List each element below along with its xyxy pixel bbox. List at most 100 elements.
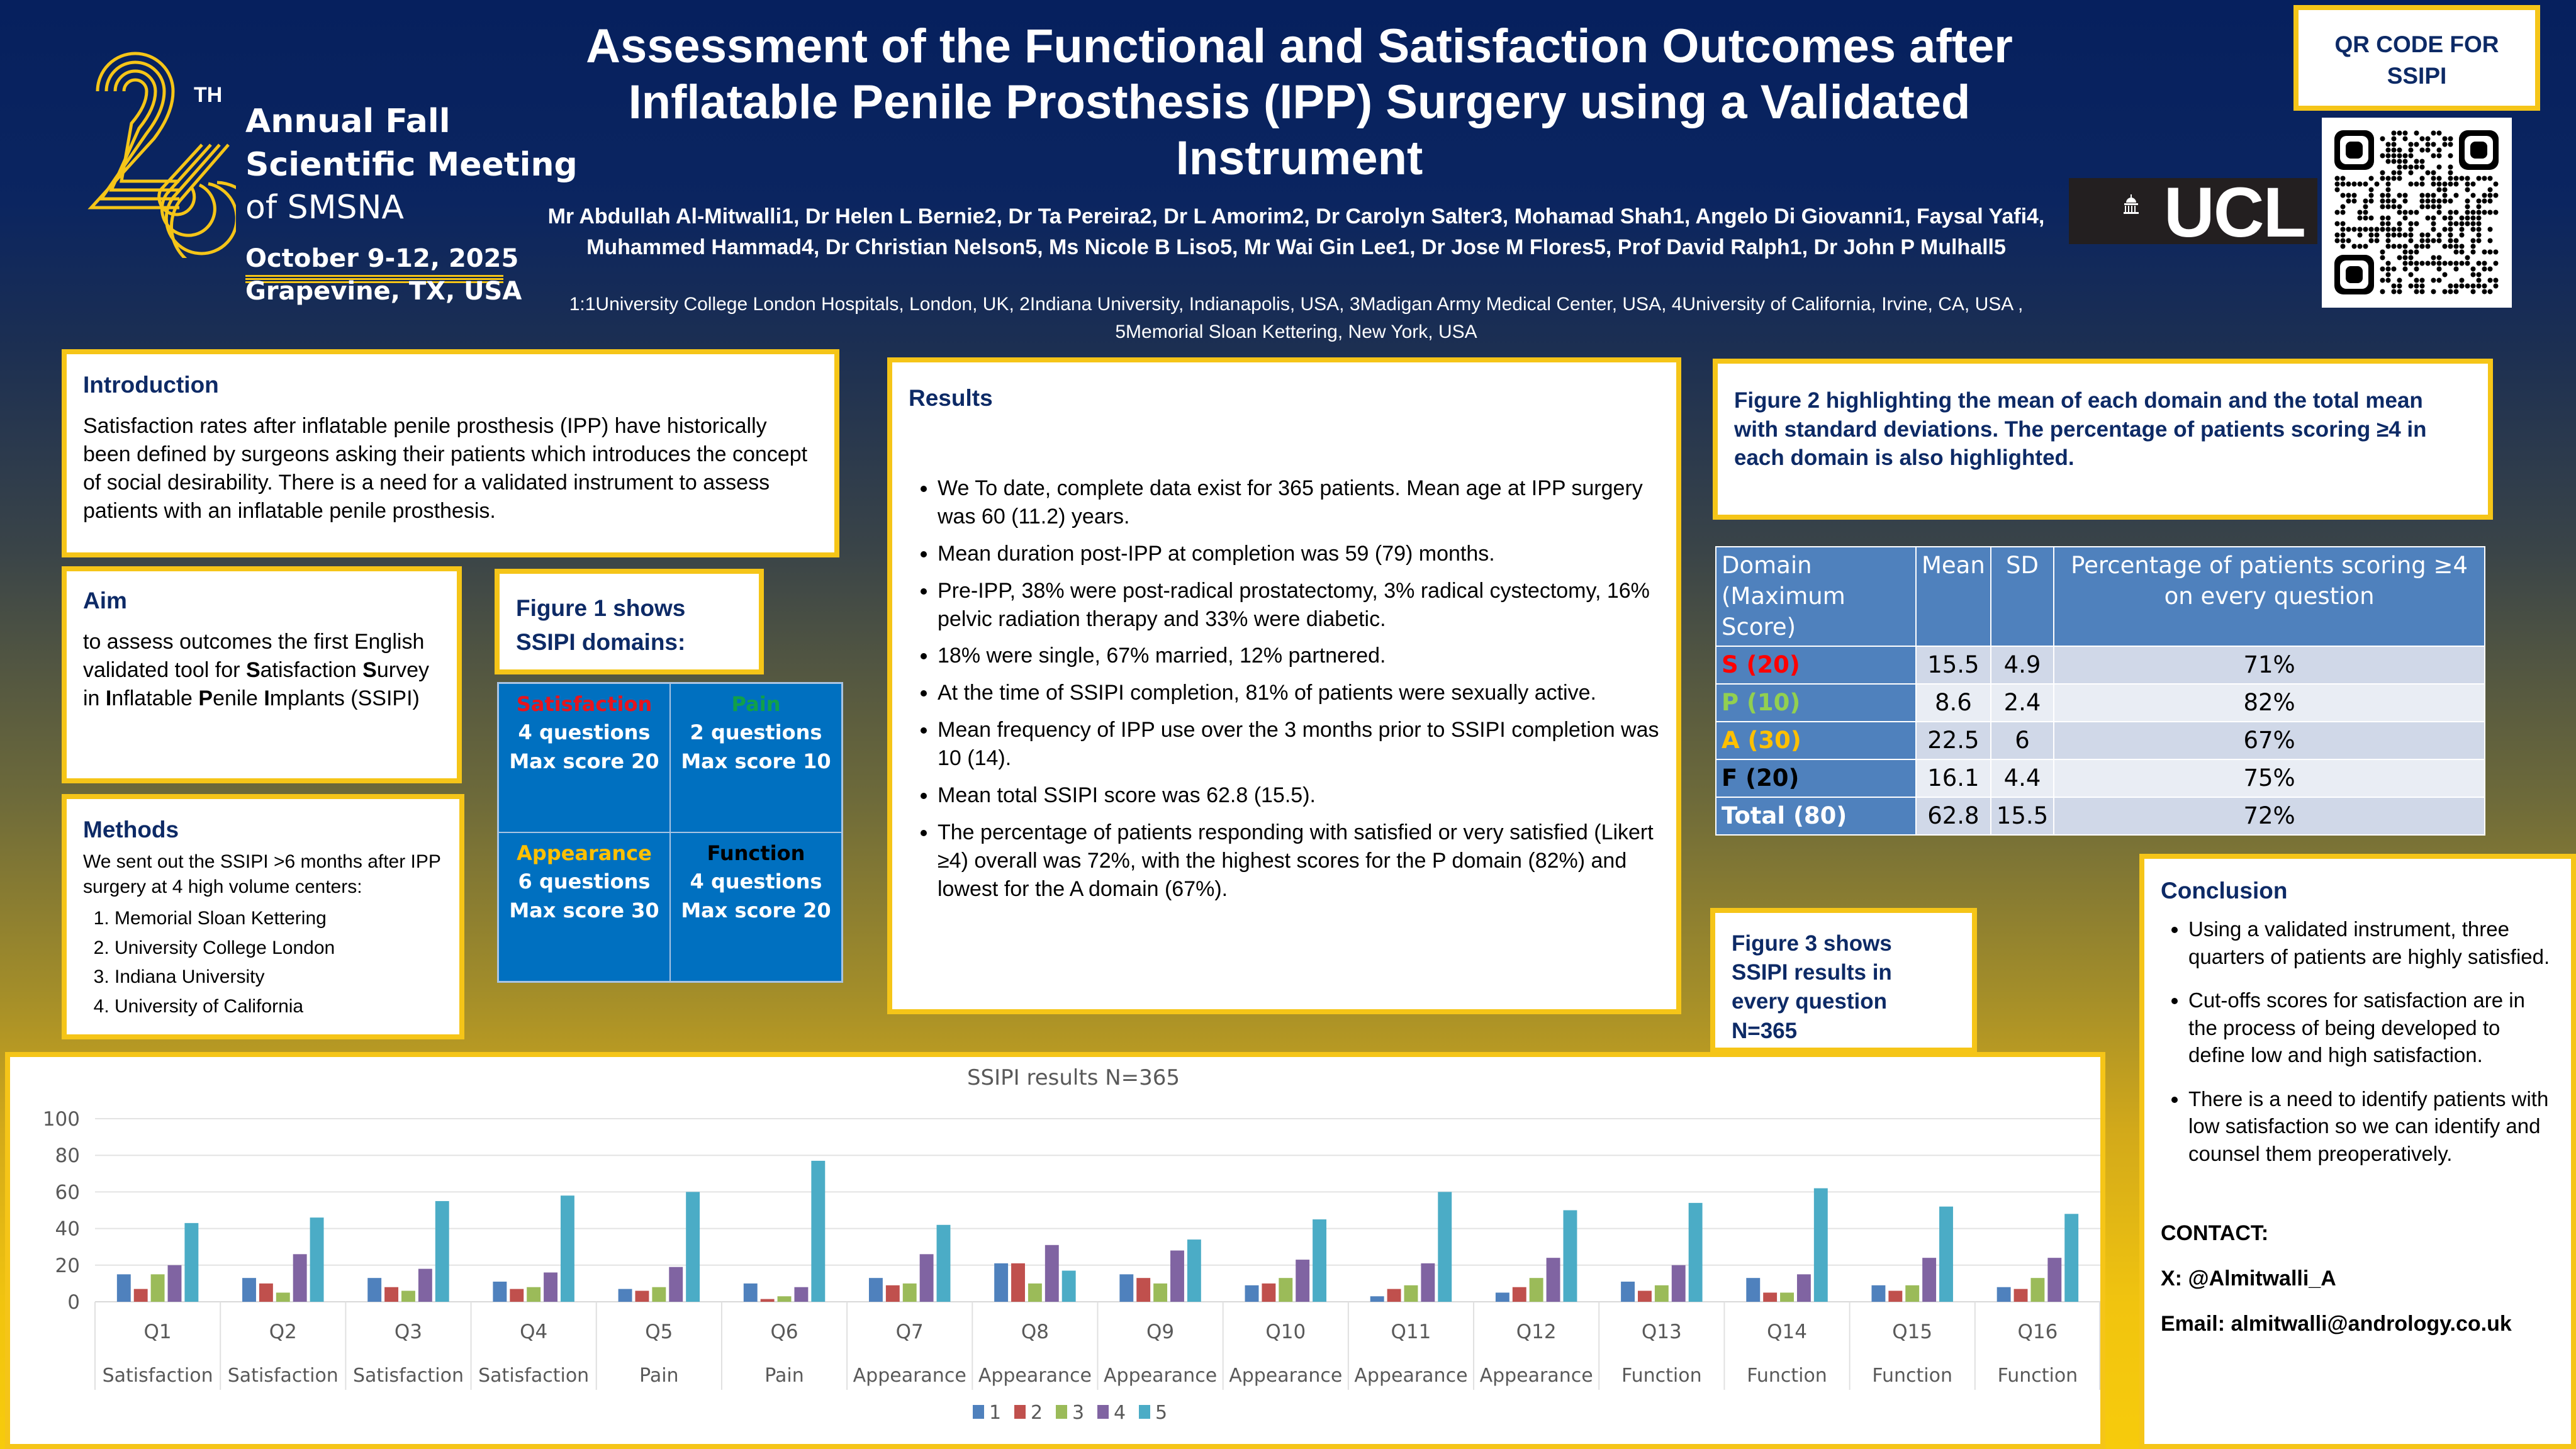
figure3-caption-line-3: every question: [1732, 989, 1888, 1014]
bar-Q3-series-2: [384, 1287, 399, 1302]
x-tick-label: Q12: [1516, 1321, 1557, 1343]
x-group-label: Satisfaction: [478, 1365, 589, 1387]
bar-Q13-series-2: [1637, 1290, 1652, 1302]
list-item: We To date, complete data exist for 365 …: [938, 474, 1660, 531]
bar-Q1-series-5: [184, 1222, 199, 1302]
bar-Q3-series-5: [435, 1200, 449, 1302]
bar-Q12-series-5: [1563, 1210, 1577, 1302]
legend-label: 1: [989, 1402, 1001, 1424]
column-header-sd: SD: [1990, 546, 2055, 647]
acronym-initial: S: [362, 657, 377, 682]
domain-name: Pain: [731, 692, 781, 716]
methods-text: We sent out the SSIPI >6 months after IP…: [83, 851, 441, 897]
domain-cell-satisfaction: Satisfaction 4 questions Max score 20: [498, 683, 670, 832]
ucl-wordmark: UCL: [2163, 173, 2306, 252]
logo-superscript: TH: [194, 83, 223, 107]
bar-Q10-series-3: [1279, 1278, 1293, 1302]
contact-twitter[interactable]: X: @Almitwalli_A: [2161, 1267, 2336, 1291]
logo-26-graphic: [87, 52, 261, 272]
bar-Q9-series-5: [1187, 1239, 1201, 1302]
mean-cell: 8.6: [1915, 683, 1991, 722]
figure2-caption-box: Figure 2 highlighting the mean of each d…: [1713, 359, 2493, 520]
x-group-label: Function: [1872, 1365, 1952, 1387]
domain-max-score: Max score 20: [509, 749, 659, 773]
acronym-initial: P: [198, 686, 213, 710]
ucl-dome-icon: [2124, 194, 2139, 214]
qr-code-icon[interactable]: [2322, 118, 2512, 308]
x-group-label: Satisfaction: [103, 1365, 213, 1387]
centers-list: Memorial Sloan Kettering University Coll…: [83, 904, 443, 1021]
list-item: Pre-IPP, 38% were post-radical prostatec…: [938, 577, 1660, 634]
x-group-label: Appearance: [1229, 1365, 1342, 1387]
bar-Q7-series-2: [885, 1285, 900, 1302]
acronym-rest: mplants (SSIPI): [269, 686, 420, 710]
bar-Q5-series-3: [652, 1287, 666, 1302]
bar-Q12-series-2: [1512, 1287, 1526, 1302]
domain-questions: 6 questions: [518, 870, 651, 894]
bar-Q7-series-3: [902, 1283, 917, 1302]
figure1-caption-line-2: SSIPI domains:: [516, 629, 686, 655]
x-tick-label: Q2: [269, 1321, 297, 1343]
column-header-mean: Mean: [1915, 546, 1991, 647]
domain-name: Function: [707, 841, 805, 865]
bar-Q14-series-4: [1796, 1274, 1811, 1302]
x-tick-label: Q15: [1892, 1321, 1932, 1343]
domain-cell-pain: Pain 2 questions Max score 10: [670, 683, 842, 832]
aim-section: Aim to assess outcomes the first English…: [62, 566, 462, 783]
bar-Q16-series-5: [2064, 1214, 2079, 1302]
bar-Q15-series-2: [1888, 1290, 1903, 1302]
acronym-initial: S: [245, 657, 260, 682]
sd-cell: 15.5: [1990, 796, 2055, 836]
bar-Q12-series-4: [1546, 1258, 1560, 1302]
acronym-initial: I: [264, 686, 270, 710]
x-group-label: Satisfaction: [353, 1365, 464, 1387]
meeting-date: October 9-12, 2025: [245, 244, 519, 273]
bar-Q4-series-4: [544, 1272, 558, 1302]
bar-Q2-series-2: [259, 1283, 273, 1302]
introduction-heading: Introduction: [83, 372, 219, 398]
legend-swatch-5: [1139, 1405, 1150, 1419]
figure3-caption-line-4: N=365: [1732, 1018, 1798, 1043]
mean-cell: 16.1: [1915, 758, 1991, 798]
domain-results-table: Domain (Maximum Score) Mean SD Percentag…: [1715, 546, 2485, 836]
list-item: 18% were single, 67% married, 12% partne…: [938, 642, 1660, 670]
contact-email[interactable]: Email: almitwalli@andrology.co.uk: [2161, 1312, 2512, 1336]
domain-cell: S (20): [1715, 645, 1917, 685]
bar-Q3-series-3: [401, 1290, 415, 1302]
x-tick-label: Q9: [1146, 1321, 1174, 1343]
percentage-cell: 67%: [2053, 720, 2485, 760]
bar-Q6-series-3: [777, 1296, 792, 1302]
results-section: Results We To date, complete data exist …: [887, 357, 1681, 1014]
acronym-initial: I: [105, 686, 112, 710]
methods-section: Methods We sent out the SSIPI >6 months …: [62, 794, 464, 1039]
contact-heading: CONTACT:: [2161, 1221, 2269, 1246]
x-tick-label: Q1: [144, 1321, 172, 1343]
author-list: Mr Abdullah Al-Mitwalli1, Dr Helen L Ber…: [547, 204, 2045, 259]
bar-Q9-series-4: [1170, 1250, 1184, 1302]
legend-swatch-4: [1097, 1405, 1109, 1419]
x-tick-label: Q7: [896, 1321, 924, 1343]
domain-max-score: Max score 10: [681, 749, 831, 773]
bar-Q4-series-2: [510, 1289, 524, 1302]
bar-Q3-series-4: [418, 1268, 432, 1302]
legend-label: 5: [1155, 1402, 1167, 1424]
conclusion-heading: Conclusion: [2161, 878, 2288, 904]
domain-questions: 2 questions: [690, 720, 822, 745]
bar-Q12-series-1: [1495, 1292, 1509, 1302]
methods-heading: Methods: [83, 817, 179, 842]
bar-Q4-series-5: [560, 1195, 574, 1302]
ssipi-domain-grid: Satisfaction 4 questions Max score 20 Pa…: [497, 682, 843, 983]
bar-Q5-series-2: [635, 1290, 649, 1302]
bar-Q4-series-3: [527, 1287, 541, 1302]
x-group-label: Appearance: [1104, 1365, 1217, 1387]
list-item: Memorial Sloan Kettering: [115, 904, 443, 934]
figure1-caption-line-1: Figure 1 shows: [516, 595, 686, 621]
x-group-label: Pain: [764, 1365, 804, 1387]
percentage-cell: 82%: [2053, 683, 2485, 722]
results-list: We To date, complete data exist for 365 …: [909, 474, 1660, 903]
bar-Q1-series-3: [150, 1274, 165, 1302]
bar-Q7-series-4: [919, 1254, 934, 1302]
column-header-domain: Domain (Maximum Score): [1715, 546, 1917, 647]
bar-Q11-series-1: [1370, 1296, 1384, 1302]
domain-cell: Total (80): [1715, 796, 1917, 836]
